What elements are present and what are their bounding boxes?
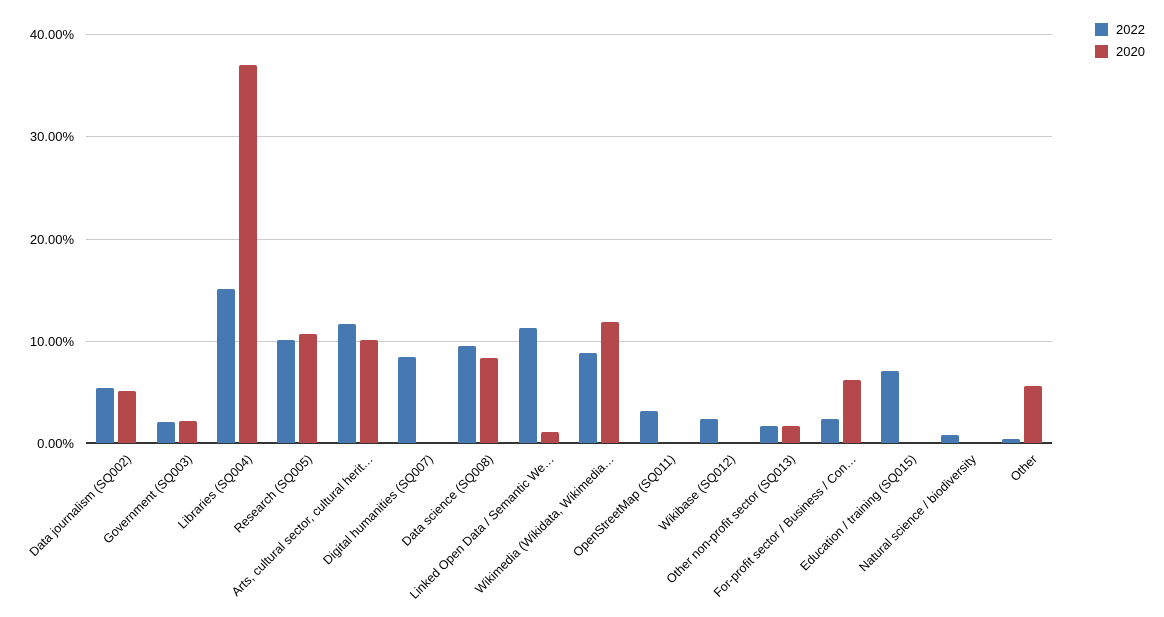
legend-label: 2020 xyxy=(1116,44,1145,59)
bar-2022-7 xyxy=(458,345,477,443)
legend-item-2020: 2020 xyxy=(1095,45,1145,58)
legend-item-2022: 2022 xyxy=(1095,23,1145,36)
bar-2022-13 xyxy=(820,419,839,443)
bar-2022-1 xyxy=(96,387,115,443)
y-axis-tick-label: 30.00% xyxy=(29,129,74,145)
bar-2020-4 xyxy=(299,333,318,443)
bar-2022-10 xyxy=(639,411,658,443)
bar-2022-12 xyxy=(760,425,779,443)
bar-2020-3 xyxy=(238,64,257,443)
gridline xyxy=(86,340,1052,342)
y-axis-tick-label: 20.00% xyxy=(29,231,74,247)
y-axis-tick-label: 0.00% xyxy=(37,436,74,451)
bar-2022-5 xyxy=(337,324,356,443)
bar-2022-16 xyxy=(1001,438,1020,443)
bar-2020-13 xyxy=(842,379,861,443)
gridline xyxy=(86,238,1052,240)
bar-2020-5 xyxy=(359,339,378,443)
x-axis-baseline xyxy=(86,442,1052,444)
bar-2022-2 xyxy=(156,421,175,443)
bar-2022-4 xyxy=(277,339,296,443)
bar-2022-15 xyxy=(941,434,960,443)
bar-2020-9 xyxy=(601,322,620,443)
bar-2020-7 xyxy=(480,358,499,443)
bar-2022-8 xyxy=(518,328,537,443)
bar-2020-2 xyxy=(178,420,197,443)
y-axis-tick-label: 40.00% xyxy=(29,27,74,42)
gridline xyxy=(86,136,1052,138)
gridline xyxy=(86,34,1052,35)
bar-2020-12 xyxy=(782,425,801,443)
legend-label: 2022 xyxy=(1116,22,1145,37)
y-axis-tick-label: 10.00% xyxy=(29,333,74,349)
bar-2022-9 xyxy=(579,353,598,443)
bar-2022-6 xyxy=(398,357,417,443)
bar-2022-14 xyxy=(881,371,900,443)
legend-swatch-2020 xyxy=(1095,45,1108,58)
bar-2022-3 xyxy=(216,288,235,443)
bar-2020-1 xyxy=(118,390,137,443)
bar-2022-11 xyxy=(699,419,718,443)
legend-swatch-2022 xyxy=(1095,23,1108,36)
chart-legend: 2022 2020 xyxy=(1095,23,1145,67)
bar-2020-16 xyxy=(1023,385,1042,443)
bar-2020-8 xyxy=(540,431,559,443)
